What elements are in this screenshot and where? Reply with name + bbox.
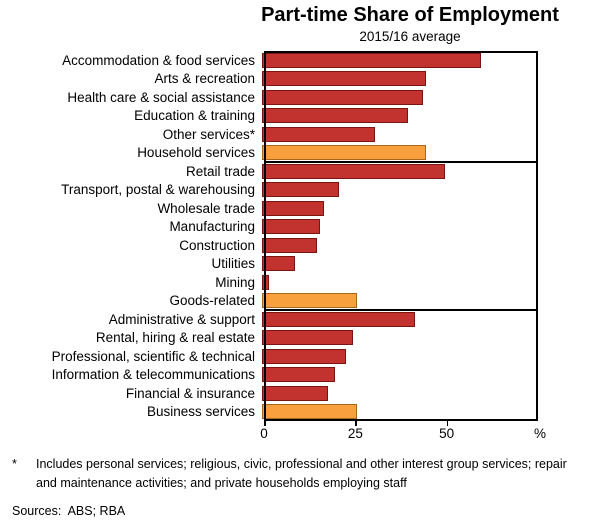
x-tick-label: 50 (439, 426, 455, 442)
sources-line: Sources: ABS; RBA (12, 503, 126, 518)
chart-row-arts-recreation: Arts & recreation (0, 70, 600, 89)
x-tick (264, 421, 266, 427)
chart-row-other-services: Other services* (0, 125, 600, 144)
bar-track (262, 403, 536, 422)
bar-track (262, 292, 536, 311)
bar-utilities (262, 256, 295, 272)
bar-construction (262, 237, 317, 253)
bar-track (262, 51, 536, 70)
bar-track (262, 310, 536, 329)
chart-rows: Accommodation & food services Arts & recr… (0, 51, 600, 421)
category-label: Financial & insurance (125, 385, 255, 401)
x-axis: 0 25 50% (260, 421, 546, 445)
plot-area: Accommodation & food services Arts & recr… (0, 51, 600, 445)
bar-retail-trade (262, 163, 445, 179)
bar-track (262, 329, 536, 348)
chart-row-utilities: Utilities (0, 255, 600, 274)
bar-information-telecommunications (262, 367, 336, 383)
chart-row-financial-insurance: Financial & insurance (0, 384, 600, 403)
category-label: Wholesale trade (157, 200, 255, 216)
category-label: Accommodation & food services (62, 52, 255, 68)
bar-track (262, 88, 536, 107)
footnote: * Includes personal services; religious,… (0, 455, 600, 493)
category-label: Construction (179, 237, 255, 253)
bar-business-services (262, 404, 357, 420)
category-label: Utilities (211, 256, 255, 272)
bar-household-services (262, 145, 427, 161)
footnote-marker: * (12, 457, 17, 472)
bar-health-care-social-assistance (262, 89, 423, 105)
category-label: Manufacturing (169, 219, 255, 235)
chart-row-accommodation-food-services: Accommodation & food services (0, 51, 600, 70)
bar-track (262, 199, 536, 218)
bar-administrative-support (262, 311, 416, 327)
bar-track (262, 125, 536, 144)
bar-track (262, 107, 536, 126)
x-tick (355, 421, 357, 427)
bar-other-services (262, 126, 376, 142)
chart-row-information-telecommunications: Information & telecommunications (0, 366, 600, 385)
bar-track (262, 181, 536, 200)
bar-track (262, 273, 536, 292)
bar-education-training (262, 108, 409, 124)
bar-arts-recreation (262, 71, 427, 87)
x-axis-unit-label: % (533, 426, 546, 442)
bar-track (262, 366, 536, 385)
chart-row-mining: Mining (0, 273, 600, 292)
category-label: Retail trade (185, 163, 255, 179)
category-label: Rental, hiring & real estate (95, 330, 255, 346)
chart-row-goods-related: Goods-related (0, 292, 600, 311)
chart-row-business-services: Business services (0, 403, 600, 422)
bar-track (262, 236, 536, 255)
category-label: Business services (146, 404, 255, 420)
chart-subtitle: 2015/16 average (359, 29, 461, 44)
bar-financial-insurance (262, 385, 328, 401)
category-label: Administrative & support (108, 311, 255, 327)
bar-track (262, 347, 536, 366)
bar-professional-scientific-technical (262, 348, 347, 364)
bar-accommodation-food-services (262, 52, 482, 68)
bar-track (262, 255, 536, 274)
category-label: Professional, scientific & technical (51, 348, 255, 364)
group-separator (264, 309, 538, 312)
category-label: Mining (215, 274, 255, 290)
x-tick-label: 0 (260, 426, 268, 442)
bar-wholesale-trade (262, 200, 325, 216)
chart-row-wholesale-trade: Wholesale trade (0, 199, 600, 218)
group-separator (264, 161, 538, 164)
chart-row-construction: Construction (0, 236, 600, 255)
chart-row-manufacturing: Manufacturing (0, 218, 600, 237)
category-label: Other services* (162, 126, 255, 142)
chart-row-transport-postal-warehousing: Transport, postal & warehousing (0, 181, 600, 200)
chart-title: Part-time Share of Employment (261, 4, 559, 26)
bar-track (262, 144, 536, 163)
x-tick-label: 25 (347, 426, 363, 442)
category-label: Information & telecommunications (51, 367, 255, 383)
bar-track (262, 384, 536, 403)
chart-row-health-care-social-assistance: Health care & social assistance (0, 88, 600, 107)
chart-row-rental-hiring-real-estate: Rental, hiring & real estate (0, 329, 600, 348)
chart-row-household-services: Household services (0, 144, 600, 163)
bar-track (262, 218, 536, 237)
footnote-text: Includes personal services; religious, c… (36, 457, 567, 490)
bar-mining (262, 274, 270, 290)
category-label: Goods-related (169, 293, 255, 309)
category-label: Health care & social assistance (67, 89, 255, 105)
category-label: Transport, postal & warehousing (61, 182, 255, 198)
bar-manufacturing (262, 219, 321, 235)
bar-transport-postal-warehousing (262, 182, 339, 198)
bar-rental-hiring-real-estate (262, 330, 354, 346)
category-label: Education & training (134, 108, 255, 124)
bar-goods-related (262, 293, 357, 309)
chart-row-professional-scientific-technical: Professional, scientific & technical (0, 347, 600, 366)
bar-track (262, 162, 536, 181)
chart-row-administrative-support: Administrative & support (0, 310, 600, 329)
x-tick (446, 421, 449, 427)
chart-row-education-training: Education & training (0, 107, 600, 126)
bar-track (262, 70, 536, 89)
chart-row-retail-trade: Retail trade (0, 162, 600, 181)
category-label: Arts & recreation (154, 71, 255, 87)
category-label: Household services (137, 145, 255, 161)
